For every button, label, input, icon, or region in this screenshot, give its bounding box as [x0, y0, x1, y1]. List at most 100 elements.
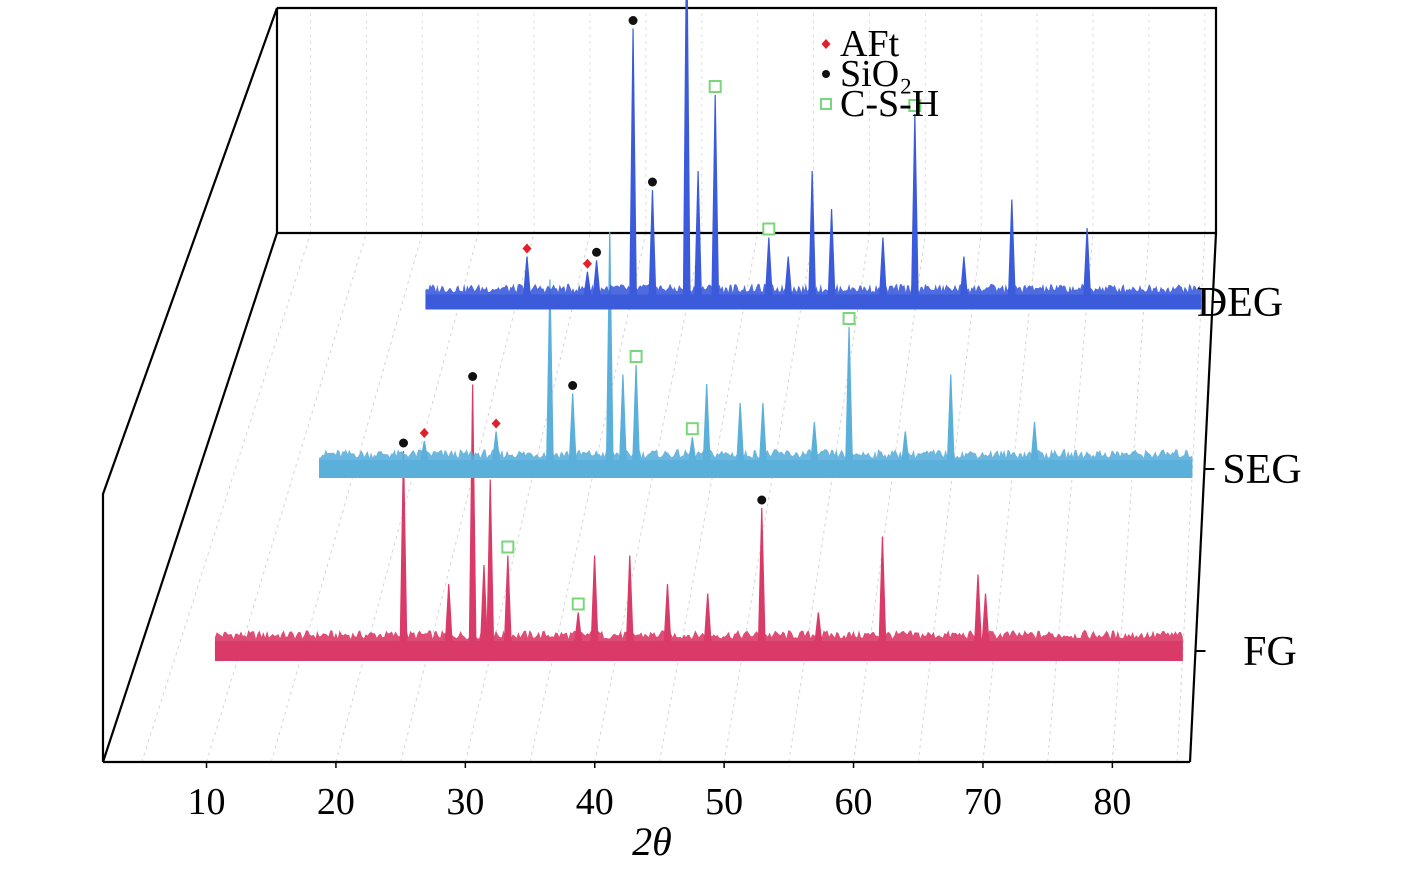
peak	[703, 593, 712, 642]
csh-marker	[571, 597, 585, 611]
peak	[583, 271, 592, 296]
x-tick-label: 50	[705, 781, 743, 823]
grid-line	[594, 232, 703, 763]
peak	[625, 555, 634, 642]
csh-marker	[908, 99, 922, 112]
grid-line	[1047, 232, 1094, 763]
peak	[736, 402, 745, 461]
left-wall-edge	[101, 7, 279, 762]
peak	[901, 431, 910, 461]
peak	[759, 402, 767, 461]
series-noise-trace	[425, 283, 1202, 295]
grid-line	[206, 232, 367, 763]
x-axis-ticks: 10 20 30 40 50 60 70 80	[188, 762, 1131, 823]
csh-marker	[708, 80, 722, 93]
grid-line	[723, 232, 815, 763]
x-tick-label: 70	[964, 781, 1002, 823]
peak	[574, 612, 583, 642]
peak	[810, 421, 819, 461]
peak	[504, 555, 512, 642]
legend-csh-icon	[820, 98, 832, 110]
legend-label: C-S-H	[840, 83, 939, 125]
sio2-marker	[592, 247, 602, 257]
aft-marker	[419, 428, 429, 438]
peak	[974, 574, 982, 642]
sio2-marker	[628, 16, 638, 25]
peak	[911, 113, 919, 296]
grid-line	[1176, 232, 1206, 763]
grid-line	[464, 232, 591, 763]
aft-marker	[582, 258, 592, 269]
grid-line	[788, 232, 870, 763]
peak	[764, 237, 773, 296]
grid-line	[529, 232, 647, 763]
csh-marker	[685, 422, 699, 436]
csh-marker	[842, 312, 856, 325]
grid-line	[400, 232, 535, 763]
sio2-marker	[468, 372, 478, 381]
sio2-marker	[757, 495, 767, 505]
peak	[1007, 199, 1016, 296]
series-labels: FG SEG DEG	[1195, 280, 1302, 675]
aft-marker	[491, 418, 501, 429]
peak	[1083, 227, 1091, 296]
series-label-deg: DEG	[1197, 280, 1283, 326]
x-tick-label: 40	[576, 781, 614, 823]
aft-marker	[522, 243, 532, 254]
legend-aft-icon	[821, 39, 831, 49]
csh-marker	[762, 222, 776, 236]
peak	[444, 583, 453, 642]
peak	[808, 170, 816, 296]
peak	[784, 256, 793, 296]
peak	[523, 256, 531, 296]
phase-markers	[398, 16, 922, 611]
peak	[757, 507, 766, 642]
peak	[663, 583, 672, 642]
x-tick-label: 10	[188, 781, 226, 823]
peak	[946, 374, 955, 461]
grid-line	[658, 232, 759, 763]
series-label-fg: FG	[1243, 629, 1297, 675]
peak	[590, 555, 599, 642]
peak	[845, 326, 853, 461]
peak	[546, 279, 554, 461]
grid-line	[853, 232, 926, 763]
peak	[629, 28, 637, 296]
floor-right-edge	[1188, 232, 1218, 763]
peak	[399, 450, 408, 642]
series-deg	[425, 0, 1202, 310]
peak	[827, 208, 836, 296]
peak	[468, 384, 477, 642]
x-tick-label: 60	[835, 781, 873, 823]
grid-line	[141, 232, 312, 763]
peak	[486, 479, 495, 642]
peak	[702, 383, 711, 461]
series-baseline-band	[214, 641, 1183, 661]
x-tick-label: 80	[1093, 781, 1131, 823]
peak	[711, 94, 720, 296]
floor-left-edge	[101, 232, 279, 763]
peak	[879, 237, 887, 296]
peak	[480, 564, 488, 642]
csh-marker	[501, 540, 515, 554]
sio2-marker	[647, 177, 657, 187]
back-wall-edge	[277, 6, 1218, 235]
peak	[420, 440, 429, 461]
series-noise-trace	[214, 630, 1183, 641]
peak	[648, 189, 657, 296]
grid-line	[917, 232, 982, 763]
x-tick-label: 30	[446, 781, 484, 823]
peak	[619, 374, 627, 461]
peak	[878, 536, 887, 642]
series-seg	[319, 231, 1193, 478]
sio2-marker	[568, 381, 578, 390]
peak	[694, 170, 702, 296]
series-baseline-band	[319, 460, 1193, 478]
series-noise-trace	[319, 449, 1193, 460]
peak	[592, 260, 601, 296]
peak	[605, 231, 614, 461]
series-baseline-band	[425, 294, 1202, 310]
grid-line	[335, 232, 479, 763]
